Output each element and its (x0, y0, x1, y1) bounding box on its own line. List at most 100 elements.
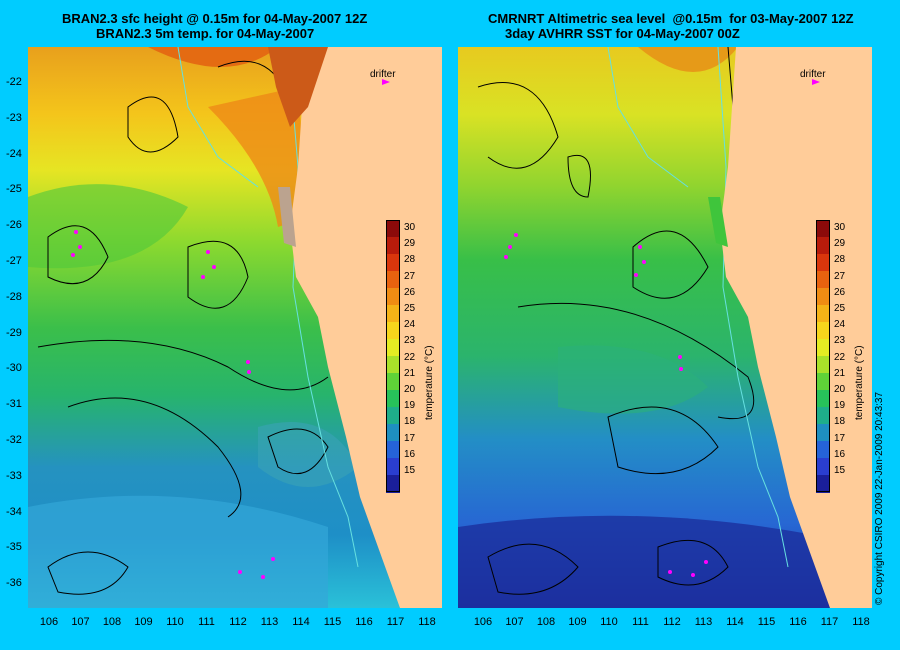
colorbar-tick-label: 18 (834, 416, 846, 428)
colorbar-tick-label: 27 (404, 270, 416, 282)
x-tick-label: 110 (600, 616, 618, 628)
left-drifter-label: drifter (370, 69, 396, 80)
right-panel-title: CMRNRT Altimetric sea level @0.15m for 0… (488, 11, 854, 26)
y-tick-label: -29 (6, 326, 22, 339)
colorbar-segment (386, 220, 400, 238)
x-tick-label: 116 (355, 616, 373, 628)
x-tick-label: 109 (134, 616, 153, 628)
colorbar-tick-label: 27 (834, 270, 846, 282)
colorbar-tick-label: 29 (404, 238, 416, 250)
colorbar-segment (386, 254, 400, 272)
colorbar-tick-label: 17 (404, 432, 416, 444)
colorbar-tick-label: 18 (404, 416, 416, 428)
right-drifter-markers (504, 79, 820, 577)
x-tick-label: 114 (292, 616, 310, 628)
colorbar-segment (386, 407, 400, 425)
colorbar-segment (816, 475, 830, 493)
x-tick-label: 108 (536, 616, 556, 628)
colorbar-segment (386, 373, 400, 391)
colorbar-segment (816, 220, 830, 238)
colorbar-segment (816, 356, 830, 374)
x-tick-label: 107 (505, 616, 524, 628)
x-tick-label: 113 (260, 616, 279, 628)
colorbar-tick-label: 24 (404, 319, 416, 331)
colorbar-tick-label: 15 (404, 465, 416, 476)
colorbar-segment (386, 305, 400, 323)
right-sst-map[interactable]: drifter (458, 47, 872, 608)
colorbar-tick-label: 20 (404, 384, 416, 395)
colorbar-segment (386, 424, 400, 442)
colorbar-segment (816, 373, 830, 391)
x-tick-label: 111 (632, 616, 649, 628)
copyright-credit: © Copyright CSIRO 2009 22-Jan-2009 20:43… (874, 391, 885, 605)
colorbar-tick-label: 26 (834, 286, 846, 298)
right-panel-subtitle: 3day AVHRR SST for 04-May-2007 00Z (505, 26, 740, 41)
colorbar-segment (816, 322, 830, 340)
colorbar-tick-label: 29 (834, 238, 846, 250)
colorbar-tick-label: 22 (404, 351, 416, 363)
x-tick-label: 117 (820, 616, 839, 628)
colorbar-segment (816, 305, 830, 323)
x-tick-label: 112 (663, 616, 681, 628)
colorbar-segment (386, 339, 400, 357)
colorbar-segment (816, 441, 830, 459)
right-drifter-label: drifter (800, 69, 826, 80)
colorbar-segment (386, 322, 400, 340)
colorbar-segment (386, 458, 400, 476)
y-tick-label: -36 (6, 577, 22, 590)
colorbar-segment (816, 458, 830, 476)
colorbar-segment (816, 254, 830, 272)
left-sst-map[interactable]: drifter (28, 47, 442, 608)
colorbar-tick-label: 22 (834, 351, 846, 363)
colorbar-tick-label: 23 (834, 335, 846, 347)
colorbar-tick-label: 26 (404, 286, 416, 298)
y-tick-label: -27 (6, 255, 22, 267)
colorbar-tick-label: 25 (834, 303, 846, 314)
colorbar-title: temperature (°C) (424, 345, 435, 420)
y-tick-label: -34 (6, 505, 22, 518)
x-tick-label: 117 (386, 616, 405, 628)
colorbar-tick-label: 25 (404, 303, 416, 314)
colorbar-segment (386, 475, 400, 493)
colorbar-tick-label: 16 (834, 448, 846, 460)
x-tick-label: 111 (198, 616, 215, 628)
colorbar-tick-label: 20 (834, 384, 846, 395)
colorbar-tick-label: 30 (404, 222, 416, 233)
y-tick-label: -33 (6, 469, 22, 482)
colorbar-segment (816, 237, 830, 255)
colorbar-tick-label: 15 (834, 465, 846, 476)
left-drifter-markers (71, 79, 390, 579)
x-tick-label: 115 (323, 616, 342, 628)
left-panel-subtitle: BRAN2.3 5m temp. for 04-May-2007 (96, 26, 315, 41)
x-tick-label: 106 (39, 616, 59, 628)
left-panel-title: BRAN2.3 sfc height @ 0.15m for 04-May-20… (62, 11, 368, 26)
y-tick-label: -25 (6, 183, 22, 196)
colorbar-tick-label: 30 (834, 222, 846, 233)
colorbar-segment (816, 339, 830, 357)
colorbar-tick-label: 16 (404, 448, 416, 460)
y-tick-label: -24 (6, 147, 22, 160)
x-tick-label: 109 (568, 616, 587, 628)
y-tick-label: -22 (6, 76, 22, 88)
colorbar-segment (386, 237, 400, 255)
x-tick-label: 110 (166, 616, 184, 628)
colorbar-tick-label: 21 (404, 367, 416, 379)
colorbar-tick-label: 28 (834, 254, 846, 266)
colorbar-tick-label: 21 (834, 367, 846, 379)
colorbar-segment (386, 356, 400, 374)
colorbar-segment (816, 390, 830, 408)
y-tick-label: -26 (6, 219, 22, 232)
colorbar-segment (386, 441, 400, 459)
y-tick-label: -23 (6, 111, 22, 124)
y-tick-label: -31 (6, 398, 22, 411)
y-tick-label: -30 (6, 362, 22, 375)
x-tick-label: 115 (757, 616, 776, 628)
x-tick-label: 116 (789, 616, 807, 628)
colorbar-tick-label: 24 (834, 319, 846, 331)
colorbar-frame (386, 220, 400, 492)
colorbar-segment (386, 390, 400, 408)
x-tick-label: 106 (473, 616, 493, 628)
y-tick-label: -35 (6, 541, 22, 554)
colorbar-segment (816, 288, 830, 306)
x-tick-label: 118 (418, 616, 436, 628)
